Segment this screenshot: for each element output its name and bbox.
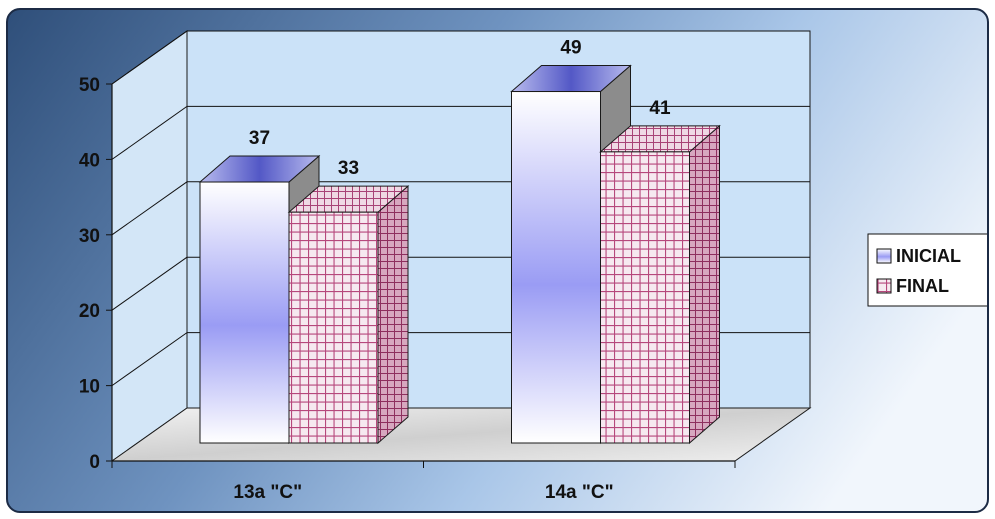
- y-tick-label: 40: [79, 150, 100, 171]
- y-tick-label: 50: [79, 75, 100, 96]
- y-tick-label: 30: [79, 226, 100, 247]
- side-wall: [111, 30, 188, 462]
- bar-side-face: [377, 185, 409, 445]
- y-tick-label: 0: [89, 452, 100, 473]
- legend-swatch-final: [876, 278, 892, 294]
- bar-front-face: [511, 91, 601, 444]
- bar-final: [287, 185, 410, 445]
- bar-side-face: [689, 124, 720, 445]
- chart-frame: 0 10 20 30 40 50 13a "C" 14a "C" 37 33 49 41 INICI…: [6, 8, 989, 513]
- bar-front-face: [288, 211, 379, 444]
- gridline-side: [111, 332, 188, 387]
- data-label: 37: [249, 128, 270, 149]
- gridline-side: [111, 256, 188, 311]
- x-tick-label: 14a "C": [545, 482, 614, 503]
- bar-final: [599, 124, 721, 445]
- bar-front-face: [600, 151, 690, 444]
- x-tick-label: 13a "C": [233, 482, 302, 503]
- data-label: 49: [560, 38, 581, 59]
- y-tick-label: 20: [79, 301, 100, 322]
- gridline-side: [111, 105, 188, 160]
- data-label: 41: [649, 98, 671, 119]
- legend-label: INICIAL: [896, 246, 961, 266]
- gridline-side: [111, 181, 188, 236]
- y-tick-label: 10: [79, 377, 100, 398]
- bar-chart: 0 10 20 30 40 50 13a "C" 14a "C" 37 33 49 41 INICI…: [79, 30, 987, 503]
- bar-front-face: [199, 181, 290, 444]
- legend: [867, 233, 987, 307]
- gridline-side: [111, 30, 188, 85]
- legend-swatch-inicial: [876, 248, 892, 264]
- data-label: 33: [338, 158, 359, 179]
- legend-label: FINAL: [896, 276, 949, 296]
